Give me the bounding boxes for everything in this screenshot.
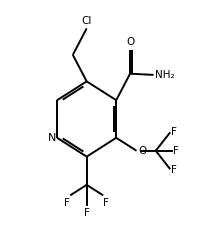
Text: F: F xyxy=(171,164,176,174)
Text: Cl: Cl xyxy=(81,15,92,25)
Text: F: F xyxy=(103,198,109,208)
Text: O: O xyxy=(138,146,146,156)
Text: F: F xyxy=(173,146,179,156)
Text: F: F xyxy=(64,198,70,208)
Text: N: N xyxy=(48,133,57,143)
Text: F: F xyxy=(84,208,90,218)
Text: O: O xyxy=(127,37,135,47)
Text: NH₂: NH₂ xyxy=(155,70,174,80)
Text: F: F xyxy=(171,127,176,137)
